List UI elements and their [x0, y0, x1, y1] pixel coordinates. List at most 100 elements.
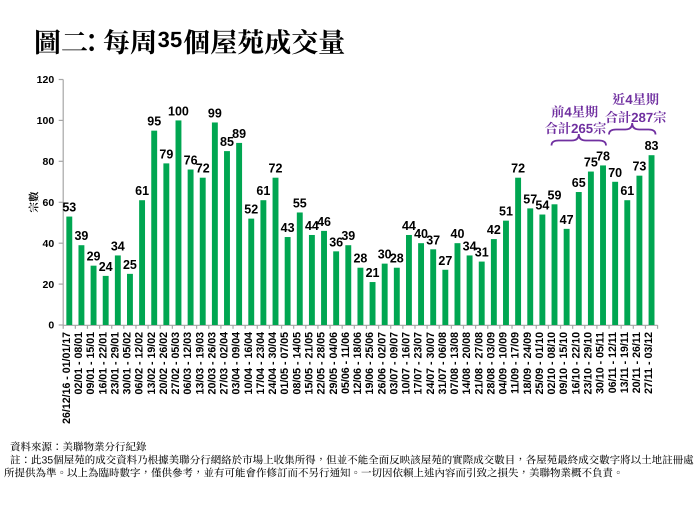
- svg-text:08/05 - 14/05: 08/05 - 14/05: [291, 332, 303, 395]
- svg-text:21: 21: [366, 266, 380, 280]
- svg-text:51: 51: [499, 205, 513, 219]
- svg-text:16/10 - 22/10: 16/10 - 22/10: [570, 332, 582, 395]
- svg-text:28: 28: [390, 252, 404, 266]
- svg-text:03/04 - 09/04: 03/04 - 09/04: [231, 332, 243, 395]
- svg-text:61: 61: [620, 184, 634, 198]
- svg-text:18/09 - 24/09: 18/09 - 24/09: [522, 332, 534, 395]
- svg-text:23/01 - 29/01: 23/01 - 29/01: [109, 332, 121, 395]
- svg-text:24/04 - 30/04: 24/04 - 30/04: [267, 332, 279, 395]
- svg-text:20/02 - 26/02: 20/02 - 26/02: [158, 332, 170, 395]
- svg-text:31: 31: [475, 246, 489, 260]
- svg-text:05/06 - 11/06: 05/06 - 11/06: [340, 332, 352, 394]
- svg-text:72: 72: [196, 162, 210, 176]
- svg-text:28: 28: [353, 252, 367, 266]
- svg-text:83: 83: [645, 139, 659, 153]
- svg-text:02/01 - 08/01: 02/01 - 08/01: [73, 332, 85, 395]
- svg-text:34: 34: [111, 239, 125, 253]
- svg-text:10/07 - 16/07: 10/07 - 16/07: [401, 332, 413, 395]
- svg-text:76: 76: [184, 154, 198, 168]
- svg-text:20/03 - 26/03: 20/03 - 26/03: [206, 332, 218, 395]
- svg-text:13/11 - 19/11: 13/11 - 19/11: [619, 332, 631, 393]
- svg-text:03/07 - 09/07: 03/07 - 09/07: [388, 332, 400, 395]
- svg-text:59: 59: [548, 188, 562, 202]
- svg-text:42: 42: [487, 223, 501, 237]
- svg-text:29: 29: [87, 250, 101, 264]
- svg-text:17/07 - 23/07: 17/07 - 23/07: [413, 332, 425, 395]
- svg-text:09/01 - 15/01: 09/01 - 15/01: [85, 332, 97, 395]
- svg-text:0: 0: [48, 320, 54, 332]
- svg-text:17/04 - 23/04: 17/04 - 23/04: [255, 332, 267, 395]
- svg-text:55: 55: [293, 196, 307, 210]
- svg-text:29/05 - 04/06: 29/05 - 04/06: [328, 332, 340, 395]
- svg-text:44: 44: [402, 219, 416, 233]
- svg-text:72: 72: [511, 162, 525, 176]
- svg-text:10/04 - 16/04: 10/04 - 16/04: [243, 332, 255, 395]
- svg-text:23/10 - 29/10: 23/10 - 29/10: [582, 332, 594, 395]
- svg-text:09/10 - 15/10: 09/10 - 15/10: [558, 332, 570, 395]
- svg-text:100: 100: [37, 115, 55, 127]
- svg-text:57: 57: [523, 192, 537, 206]
- svg-text:72: 72: [269, 162, 283, 176]
- svg-text:120: 120: [37, 74, 55, 86]
- svg-text:30: 30: [378, 248, 392, 262]
- svg-text:28/08 - 03/09: 28/08 - 03/09: [485, 332, 497, 395]
- svg-text:79: 79: [159, 147, 173, 161]
- svg-text:52: 52: [244, 203, 258, 217]
- svg-text:16/01 - 22/01: 16/01 - 22/01: [97, 332, 109, 395]
- svg-text:06/02 - 12/02: 06/02 - 12/02: [134, 332, 146, 395]
- svg-text:15/05 - 21/05: 15/05 - 21/05: [304, 332, 316, 395]
- svg-text:61: 61: [256, 184, 270, 198]
- svg-text:22/05 - 28/05: 22/05 - 28/05: [316, 332, 328, 395]
- svg-text:53: 53: [62, 201, 76, 215]
- svg-text:04/09 - 10/09: 04/09 - 10/09: [498, 332, 510, 395]
- svg-text:85: 85: [220, 135, 234, 149]
- svg-text:31/07 - 06/08: 31/07 - 06/08: [437, 332, 449, 395]
- svg-text:24: 24: [99, 260, 113, 274]
- svg-text:40: 40: [414, 227, 428, 241]
- svg-text:89: 89: [232, 127, 246, 141]
- svg-text:21/08 - 27/08: 21/08 - 27/08: [473, 332, 485, 395]
- svg-text:39: 39: [74, 229, 88, 243]
- svg-text:47: 47: [560, 213, 574, 227]
- svg-text:25/09 - 01/10: 25/09 - 01/10: [534, 332, 546, 395]
- svg-text:26/06 - 02/07: 26/06 - 02/07: [376, 332, 388, 395]
- svg-text:11/09 - 17/09: 11/09 - 17/09: [510, 332, 522, 394]
- svg-text:40: 40: [43, 238, 55, 250]
- svg-text:27/03 - 02/04: 27/03 - 02/04: [219, 332, 231, 395]
- svg-text:54: 54: [535, 199, 549, 213]
- svg-text:95: 95: [147, 115, 161, 129]
- svg-text:30/01 - 05/02: 30/01 - 05/02: [122, 332, 134, 395]
- svg-text:12/06 - 18/06: 12/06 - 18/06: [352, 332, 364, 395]
- svg-text:65: 65: [572, 176, 586, 190]
- svg-text:99: 99: [208, 106, 222, 120]
- svg-text:06/03 - 12/03: 06/03 - 12/03: [182, 332, 194, 395]
- svg-text:61: 61: [135, 184, 149, 198]
- svg-text:70: 70: [608, 166, 622, 180]
- svg-text:30/10 - 05/11: 30/10 - 05/11: [595, 332, 607, 394]
- svg-text:34: 34: [463, 239, 477, 253]
- svg-text:13/02 - 19/02: 13/02 - 19/02: [146, 332, 158, 395]
- svg-text:43: 43: [281, 221, 295, 235]
- svg-text:26/12/16 - 01/01/17: 26/12/16 - 01/01/17: [61, 332, 73, 424]
- svg-text:07/08 - 13/08: 07/08 - 13/08: [449, 332, 461, 395]
- svg-text:19/06 - 25/06: 19/06 - 25/06: [364, 332, 376, 395]
- svg-text:40: 40: [451, 227, 465, 241]
- svg-text:27/11 - 03/12: 27/11 - 03/12: [643, 332, 655, 394]
- svg-text:37: 37: [426, 233, 440, 247]
- svg-text:75: 75: [584, 156, 598, 170]
- svg-text:46: 46: [317, 215, 331, 229]
- svg-text:20/11 - 26/11: 20/11 - 26/11: [631, 332, 643, 393]
- svg-text:25: 25: [123, 258, 137, 272]
- svg-text:02/10 - 08/10: 02/10 - 08/10: [546, 332, 558, 395]
- svg-text:01/05 - 07/05: 01/05 - 07/05: [279, 332, 291, 395]
- svg-text:06/11 - 12/11: 06/11 - 12/11: [607, 332, 619, 393]
- svg-text:36: 36: [329, 235, 343, 249]
- svg-text:13/03 - 19/03: 13/03 - 19/03: [194, 332, 206, 395]
- svg-text:44: 44: [305, 219, 319, 233]
- svg-text:39: 39: [341, 229, 355, 243]
- svg-text:73: 73: [632, 160, 646, 174]
- svg-text:20: 20: [43, 279, 55, 291]
- svg-text:80: 80: [43, 156, 55, 168]
- svg-text:60: 60: [43, 197, 55, 209]
- svg-text:27: 27: [438, 254, 452, 268]
